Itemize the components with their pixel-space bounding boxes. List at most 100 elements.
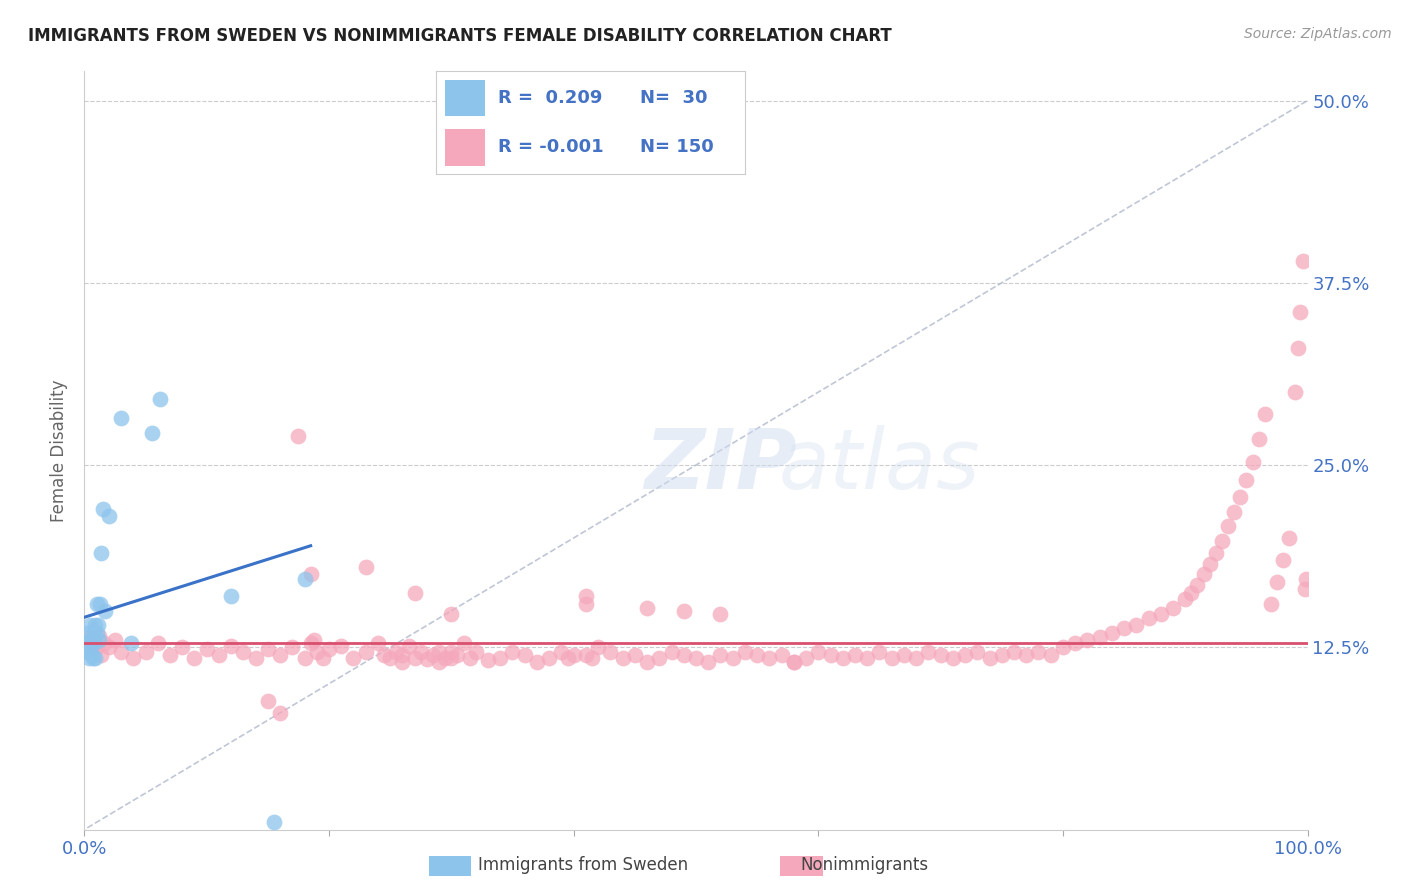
Point (110, 411, 132, 425)
Point (575, 589, 598, 603)
Point (953, 648, 976, 662)
Point (1292, 254, 1315, 268)
Point (1295, 572, 1317, 586)
Point (783, 655, 806, 669)
Point (502, 645, 524, 659)
Point (557, 650, 579, 665)
Point (709, 648, 731, 662)
Point (135, 645, 157, 659)
Point (550, 645, 572, 659)
Point (172, 640, 194, 655)
Text: IMMIGRANTS FROM SWEDEN VS NONIMMIGRANTS FEMALE DISABILITY CORRELATION CHART: IMMIGRANTS FROM SWEDEN VS NONIMMIGRANTS … (28, 27, 891, 45)
Point (90, 545, 112, 559)
Point (77, 645, 100, 659)
Point (80, 648, 103, 662)
Point (312, 650, 335, 665)
Point (1101, 625, 1123, 640)
Point (86, 597, 108, 611)
Point (83, 633, 105, 648)
Point (1174, 592, 1197, 607)
Text: atlas: atlas (779, 425, 980, 506)
Point (90, 648, 112, 662)
Point (581, 650, 603, 665)
Point (1125, 618, 1147, 632)
Point (575, 648, 598, 662)
Point (1039, 648, 1062, 662)
Point (575, 597, 598, 611)
Point (86, 640, 108, 655)
Point (304, 633, 326, 648)
Point (661, 645, 683, 659)
Point (404, 650, 426, 665)
Point (80, 639, 103, 653)
Point (697, 655, 720, 669)
Point (1002, 645, 1025, 659)
Point (294, 650, 316, 665)
Point (586, 640, 609, 655)
Point (79, 618, 101, 632)
Point (1272, 553, 1295, 567)
Point (1076, 633, 1098, 648)
Point (636, 601, 658, 615)
Point (734, 645, 756, 659)
Point (83, 636, 105, 650)
Point (1247, 432, 1270, 446)
Point (1187, 577, 1209, 591)
Point (146, 636, 169, 650)
Point (342, 650, 364, 665)
Point (929, 648, 952, 662)
Point (305, 645, 328, 659)
Point (219, 639, 242, 653)
Point (1223, 505, 1246, 519)
Point (149, 392, 172, 407)
Point (76, 636, 98, 650)
Point (232, 645, 254, 659)
Point (893, 648, 915, 662)
Point (1278, 531, 1301, 545)
Point (269, 648, 291, 662)
Point (79, 640, 101, 655)
Point (599, 645, 621, 659)
Point (219, 589, 242, 603)
Point (367, 636, 389, 650)
Point (966, 645, 988, 659)
Point (141, 425, 163, 440)
Point (1180, 586, 1202, 600)
Point (538, 650, 561, 665)
Point (91, 501, 114, 516)
Point (1192, 567, 1215, 582)
Point (1205, 545, 1227, 559)
Point (122, 650, 145, 665)
Point (404, 586, 426, 600)
Point (257, 641, 280, 656)
Point (104, 633, 127, 648)
Point (562, 648, 585, 662)
Point (453, 636, 475, 650)
Point (1052, 640, 1074, 655)
Point (94, 604, 117, 618)
Point (489, 650, 512, 665)
Point (97, 640, 120, 655)
Point (120, 636, 142, 650)
Point (318, 641, 340, 656)
Point (82, 650, 104, 665)
Point (820, 648, 842, 662)
Point (1294, 582, 1316, 596)
Point (208, 648, 231, 662)
Point (330, 639, 353, 653)
Point (869, 645, 891, 659)
Text: N= 150: N= 150 (640, 138, 714, 156)
Point (87, 629, 110, 643)
Point (1028, 645, 1050, 659)
Point (831, 650, 853, 665)
Point (93, 636, 115, 650)
Point (1260, 597, 1282, 611)
Point (440, 607, 463, 621)
Text: Immigrants from Sweden: Immigrants from Sweden (478, 856, 689, 874)
Point (648, 650, 671, 665)
FancyBboxPatch shape (446, 79, 485, 117)
Point (416, 652, 439, 666)
Point (299, 636, 322, 650)
Point (672, 604, 695, 618)
Point (97, 509, 120, 524)
